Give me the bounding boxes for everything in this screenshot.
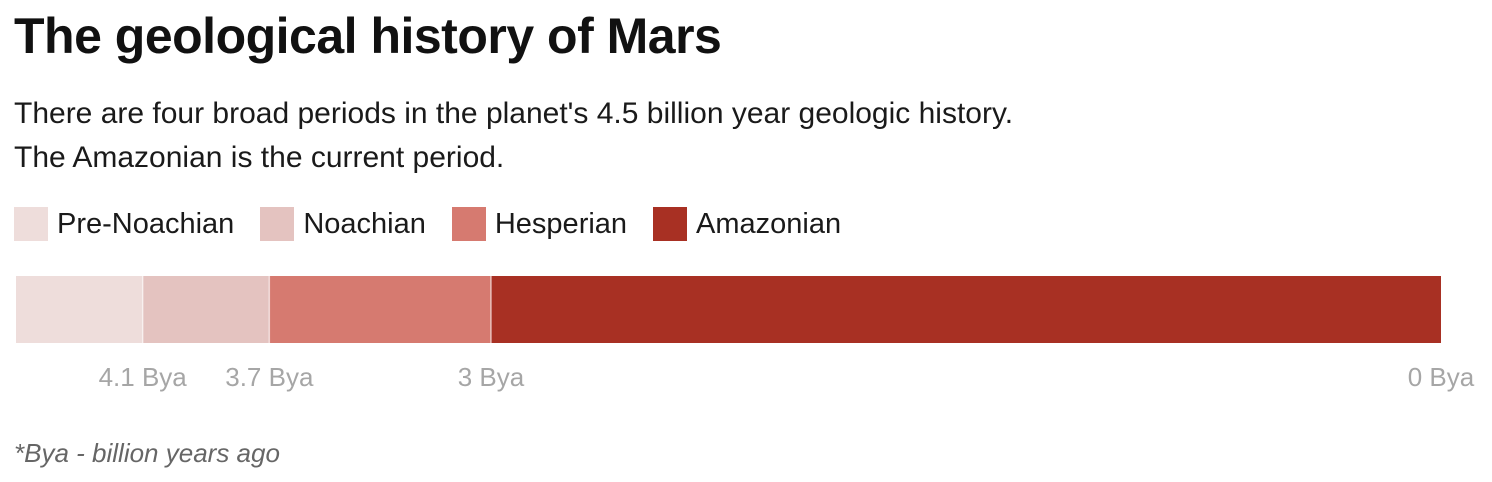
legend-item-amazonian: Amazonian [653,207,841,241]
timeline-chart: 4.1 Bya 3.7 Bya 3 Bya 0 Bya [16,276,1475,392]
tick-label: 3.7 Bya [225,362,314,392]
legend-swatch-hesperian [451,207,486,241]
legend-label-noachian: Noachian [303,207,426,240]
subtitle-line-2: The Amazonian is the current period. [14,141,505,174]
bar-segment-amazonian [491,276,1441,343]
legend-swatch-amazonian [653,207,688,241]
legend-label-pre-noachian: Pre-Noachian [57,207,235,240]
legend-swatch-pre-noachian [14,207,48,241]
legend: Pre-Noachian Noachian Hesperian Amazonia… [14,204,867,244]
tick-label: 0 Bya [1408,362,1475,392]
legend-label-amazonian: Amazonian [696,207,842,240]
subtitle-line-1: There are four broad periods in the plan… [14,97,1014,130]
tick-label: 4.1 Bya [99,362,188,392]
chart-title: The geological history of Mars [14,8,722,64]
bar-segment-hesperian [269,276,491,343]
legend-item-noachian: Noachian [260,207,426,241]
tick-label: 3 Bya [458,362,525,392]
legend-label-hesperian: Hesperian [494,207,628,240]
bar-segment-pre-noachian [16,276,143,343]
chart-subtitle: There are four broad periods in the plan… [14,92,1454,180]
legend-swatch-noachian [260,207,295,241]
legend-item-hesperian: Hesperian [451,207,628,241]
footnote: *Bya - billion years ago [14,438,280,468]
legend-item-pre-noachian: Pre-Noachian [14,207,234,241]
bar-segment-noachian [142,276,270,343]
